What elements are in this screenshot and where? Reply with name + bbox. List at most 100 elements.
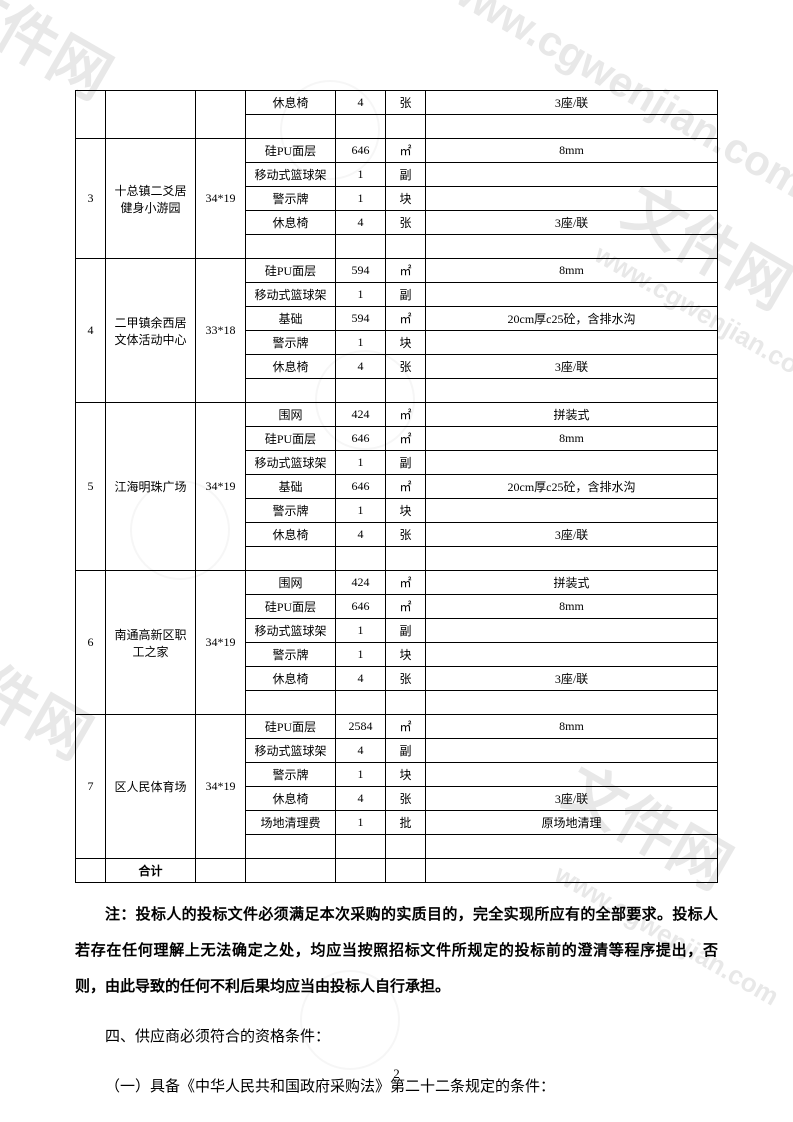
cell-unit: 副 <box>386 739 426 763</box>
cell-item: 硅PU面层 <box>246 427 336 451</box>
cell-unit: 张 <box>386 211 426 235</box>
cell-note: 3座/联 <box>426 211 718 235</box>
cell-index: 4 <box>76 259 106 403</box>
cell-item: 硅PU面层 <box>246 139 336 163</box>
cell-qty: 646 <box>336 427 386 451</box>
cell-note <box>426 451 718 475</box>
cell-qty: 1 <box>336 643 386 667</box>
cell-item: 警示牌 <box>246 331 336 355</box>
note-paragraph: 注：投标人的投标文件必须满足本次采购的实质目的，完全实现所应有的全部要求。投标人… <box>75 897 718 1005</box>
cell-qty: 1 <box>336 763 386 787</box>
cell-unit: 块 <box>386 331 426 355</box>
cell-note <box>426 499 718 523</box>
cell-qty: 4 <box>336 739 386 763</box>
cell-unit: ㎡ <box>386 571 426 595</box>
cell-qty <box>336 379 386 403</box>
cell-qty: 4 <box>336 211 386 235</box>
cell-note: 20cm厚c25砼，含排水沟 <box>426 307 718 331</box>
cell-item: 硅PU面层 <box>246 595 336 619</box>
cell-qty: 594 <box>336 259 386 283</box>
cell-qty: 4 <box>336 667 386 691</box>
cell-index: 5 <box>76 403 106 571</box>
cell-unit: 张 <box>386 91 426 115</box>
cell-index <box>76 859 106 883</box>
cell-unit: 副 <box>386 451 426 475</box>
cell-qty: 4 <box>336 91 386 115</box>
cell-name: 区人民体育场 <box>106 715 196 859</box>
cell-name: 江海明珠广场 <box>106 403 196 571</box>
section-heading: 四、供应商必须符合的资格条件： <box>75 1019 718 1055</box>
cell-item: 警示牌 <box>246 187 336 211</box>
cell-item: 休息椅 <box>246 355 336 379</box>
cell-note: 原场地清理 <box>426 811 718 835</box>
cell-item: 警示牌 <box>246 643 336 667</box>
cell-qty: 1 <box>336 331 386 355</box>
cell-item: 基础 <box>246 475 336 499</box>
cell-note <box>426 283 718 307</box>
cell-unit: ㎡ <box>386 403 426 427</box>
cell-qty <box>336 835 386 859</box>
cell-note <box>426 763 718 787</box>
cell-note: 3座/联 <box>426 667 718 691</box>
cell-note: 8mm <box>426 715 718 739</box>
cell-empty <box>196 859 246 883</box>
cell-note <box>426 115 718 139</box>
cell-note <box>426 619 718 643</box>
cell-total-label: 合计 <box>106 859 196 883</box>
cell-item: 移动式篮球架 <box>246 163 336 187</box>
condition-paragraph: （一）具备《中华人民共和国政府采购法》第二十二条规定的条件： <box>75 1069 718 1105</box>
cell-index: 6 <box>76 571 106 715</box>
cell-item: 警示牌 <box>246 499 336 523</box>
cell-note: 3座/联 <box>426 787 718 811</box>
cell-empty <box>336 859 386 883</box>
cell-note: 3座/联 <box>426 355 718 379</box>
cell-item <box>246 379 336 403</box>
cell-unit <box>386 115 426 139</box>
cell-qty: 424 <box>336 571 386 595</box>
cell-size: 34*19 <box>196 715 246 859</box>
cell-qty: 1 <box>336 499 386 523</box>
cell-unit: 张 <box>386 667 426 691</box>
cell-qty: 4 <box>336 523 386 547</box>
cell-item: 休息椅 <box>246 211 336 235</box>
cell-qty: 594 <box>336 307 386 331</box>
cell-size <box>196 91 246 139</box>
cell-qty: 2584 <box>336 715 386 739</box>
cell-unit <box>386 547 426 571</box>
cell-qty: 646 <box>336 139 386 163</box>
cell-unit <box>386 379 426 403</box>
cell-item: 休息椅 <box>246 91 336 115</box>
cell-unit: 副 <box>386 163 426 187</box>
cell-item: 围网 <box>246 403 336 427</box>
cell-unit: ㎡ <box>386 139 426 163</box>
table-row-total: 合计 <box>76 859 718 883</box>
cell-index: 3 <box>76 139 106 259</box>
cell-qty: 1 <box>336 451 386 475</box>
cell-note <box>426 187 718 211</box>
cell-unit: ㎡ <box>386 595 426 619</box>
cell-item: 移动式篮球架 <box>246 451 336 475</box>
cell-item <box>246 691 336 715</box>
table-row: 4二甲镇余西居文体活动中心33*18硅PU面层594㎡8mm <box>76 259 718 283</box>
cell-note <box>426 379 718 403</box>
cell-name: 南通高新区职工之家 <box>106 571 196 715</box>
cell-index: 7 <box>76 715 106 859</box>
table-row: 休息椅4张3座/联 <box>76 91 718 115</box>
cell-qty: 1 <box>336 163 386 187</box>
table-row: 3十总镇二爻居健身小游园34*19硅PU面层646㎡8mm <box>76 139 718 163</box>
cell-name: 二甲镇余西居文体活动中心 <box>106 259 196 403</box>
cell-item: 休息椅 <box>246 667 336 691</box>
cell-size: 34*19 <box>196 571 246 715</box>
cell-note: 8mm <box>426 259 718 283</box>
cell-item <box>246 235 336 259</box>
cell-note <box>426 835 718 859</box>
cell-note <box>426 547 718 571</box>
cell-unit: ㎡ <box>386 475 426 499</box>
cell-note <box>426 235 718 259</box>
cell-empty <box>426 859 718 883</box>
cell-item: 休息椅 <box>246 523 336 547</box>
cell-unit: ㎡ <box>386 427 426 451</box>
cell-index <box>76 91 106 139</box>
table-row: 7区人民体育场34*19硅PU面层2584㎡8mm <box>76 715 718 739</box>
cell-empty <box>386 859 426 883</box>
